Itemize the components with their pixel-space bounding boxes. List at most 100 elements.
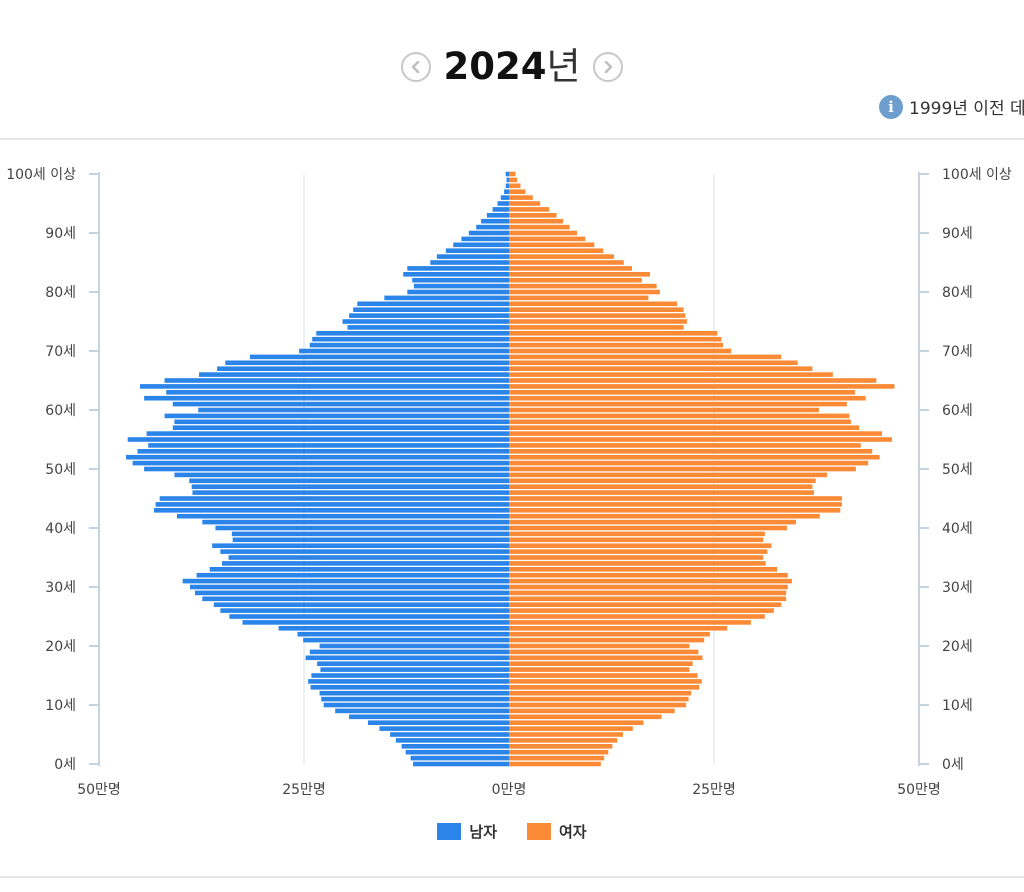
- bar-male-age-48[interactable]: [189, 478, 509, 484]
- bar-male-age-9[interactable]: [335, 708, 509, 714]
- bar-male-age-23[interactable]: [278, 626, 509, 631]
- bar-male-age-90[interactable]: [468, 230, 509, 236]
- bar-female-age-35[interactable]: [509, 555, 764, 560]
- bar-female-age-1[interactable]: [509, 755, 605, 761]
- bar-male-age-78[interactable]: [357, 301, 509, 307]
- bar-female-age-8[interactable]: [509, 714, 662, 720]
- bar-male-age-35[interactable]: [228, 555, 509, 560]
- bar-male-age-77[interactable]: [353, 307, 509, 312]
- bar-female-age-28[interactable]: [509, 596, 787, 602]
- bar-male-age-60[interactable]: [198, 407, 509, 413]
- bar-male-age-74[interactable]: [347, 325, 509, 330]
- bar-female-age-20[interactable]: [509, 643, 690, 649]
- bar-female-age-25[interactable]: [509, 614, 765, 619]
- bar-male-age-32[interactable]: [196, 572, 509, 578]
- bar-female-age-67[interactable]: [509, 366, 813, 371]
- bar-female-age-52[interactable]: [509, 454, 880, 460]
- bar-female-age-41[interactable]: [509, 519, 796, 525]
- bar-male-age-28[interactable]: [202, 596, 509, 602]
- bar-male-age-27[interactable]: [213, 602, 510, 607]
- bar-male-age-43[interactable]: [153, 508, 509, 513]
- bar-male-age-82[interactable]: [412, 277, 509, 283]
- bar-female-age-32[interactable]: [509, 572, 788, 578]
- bar-female-age-16[interactable]: [509, 667, 690, 672]
- bar-female-age-2[interactable]: [509, 749, 609, 755]
- bar-male-age-79[interactable]: [384, 295, 509, 301]
- bar-male-age-3[interactable]: [401, 744, 509, 749]
- bar-male-age-93[interactable]: [486, 213, 509, 218]
- bar-female-age-61[interactable]: [509, 401, 847, 407]
- bar-male-age-18[interactable]: [305, 655, 509, 661]
- bar-male-age-44[interactable]: [155, 502, 509, 507]
- bar-male-age-57[interactable]: [172, 425, 510, 430]
- bar-male-age-69[interactable]: [249, 354, 509, 360]
- bar-male-age-94[interactable]: [492, 207, 509, 212]
- bar-female-age-60[interactable]: [509, 407, 819, 413]
- bar-female-age-99[interactable]: [509, 177, 518, 183]
- bar-female-age-33[interactable]: [509, 567, 778, 572]
- bar-male-age-19[interactable]: [309, 649, 509, 655]
- bar-male-age-72[interactable]: [312, 336, 509, 342]
- bar-male-age-41[interactable]: [202, 519, 509, 525]
- bar-female-age-18[interactable]: [509, 655, 703, 661]
- bar-male-age-53[interactable]: [137, 449, 510, 454]
- bar-male-age-12[interactable]: [319, 690, 509, 696]
- bar-male-age-80[interactable]: [407, 289, 509, 295]
- bar-female-age-78[interactable]: [509, 301, 678, 307]
- bar-male-age-99[interactable]: [506, 177, 509, 183]
- bar-male-age-62[interactable]: [144, 395, 509, 401]
- bar-female-age-42[interactable]: [509, 513, 820, 519]
- bar-female-age-43[interactable]: [509, 508, 841, 513]
- bar-male-age-88[interactable]: [453, 242, 509, 248]
- bar-male-age-16[interactable]: [320, 667, 509, 672]
- bar-male-age-1[interactable]: [410, 755, 509, 761]
- bar-male-age-31[interactable]: [182, 578, 509, 584]
- bar-female-age-91[interactable]: [509, 224, 570, 230]
- next-year-button[interactable]: [592, 52, 623, 82]
- bar-female-age-10[interactable]: [509, 702, 687, 708]
- bar-male-age-54[interactable]: [148, 443, 509, 448]
- bar-male-age-63[interactable]: [166, 390, 510, 395]
- bar-female-age-87[interactable]: [509, 248, 604, 253]
- bar-female-age-51[interactable]: [509, 460, 869, 466]
- bar-female-age-59[interactable]: [509, 413, 850, 419]
- bar-female-age-97[interactable]: [509, 189, 526, 194]
- bar-male-age-0[interactable]: [413, 761, 509, 767]
- bar-female-age-98[interactable]: [509, 183, 521, 189]
- bar-female-age-36[interactable]: [509, 549, 768, 554]
- bar-male-age-30[interactable]: [190, 584, 509, 590]
- bar-male-age-71[interactable]: [309, 342, 509, 348]
- bar-male-age-81[interactable]: [413, 283, 509, 289]
- bar-female-age-34[interactable]: [509, 561, 766, 566]
- bar-female-age-74[interactable]: [509, 325, 684, 330]
- bar-male-age-26[interactable]: [220, 608, 510, 613]
- bar-female-age-81[interactable]: [509, 283, 657, 289]
- bar-female-age-79[interactable]: [509, 295, 649, 301]
- bar-female-age-30[interactable]: [509, 584, 788, 590]
- bar-female-age-9[interactable]: [509, 708, 675, 714]
- bar-female-age-23[interactable]: [509, 626, 728, 631]
- bar-female-age-64[interactable]: [509, 384, 895, 389]
- bar-male-age-58[interactable]: [174, 419, 509, 425]
- bar-male-age-24[interactable]: [242, 620, 510, 625]
- bar-male-age-68[interactable]: [225, 360, 509, 366]
- bar-female-age-54[interactable]: [509, 443, 861, 448]
- bar-male-age-8[interactable]: [349, 714, 509, 720]
- bar-female-age-65[interactable]: [509, 378, 877, 383]
- bar-female-age-58[interactable]: [509, 419, 851, 425]
- bar-female-age-39[interactable]: [509, 531, 765, 537]
- bar-male-age-4[interactable]: [395, 738, 509, 743]
- bar-female-age-63[interactable]: [509, 390, 856, 395]
- bar-male-age-29[interactable]: [194, 590, 509, 596]
- bar-female-age-90[interactable]: [509, 230, 578, 236]
- bar-female-age-3[interactable]: [509, 744, 613, 749]
- bar-female-age-62[interactable]: [509, 395, 866, 401]
- bar-male-age-61[interactable]: [172, 401, 510, 407]
- bar-female-age-22[interactable]: [509, 631, 710, 637]
- bar-male-age-17[interactable]: [317, 661, 509, 666]
- bar-male-age-51[interactable]: [132, 460, 509, 466]
- bar-male-age-34[interactable]: [222, 561, 509, 566]
- bar-female-age-68[interactable]: [509, 360, 798, 366]
- bar-female-age-57[interactable]: [509, 425, 860, 430]
- bar-female-age-7[interactable]: [509, 720, 644, 725]
